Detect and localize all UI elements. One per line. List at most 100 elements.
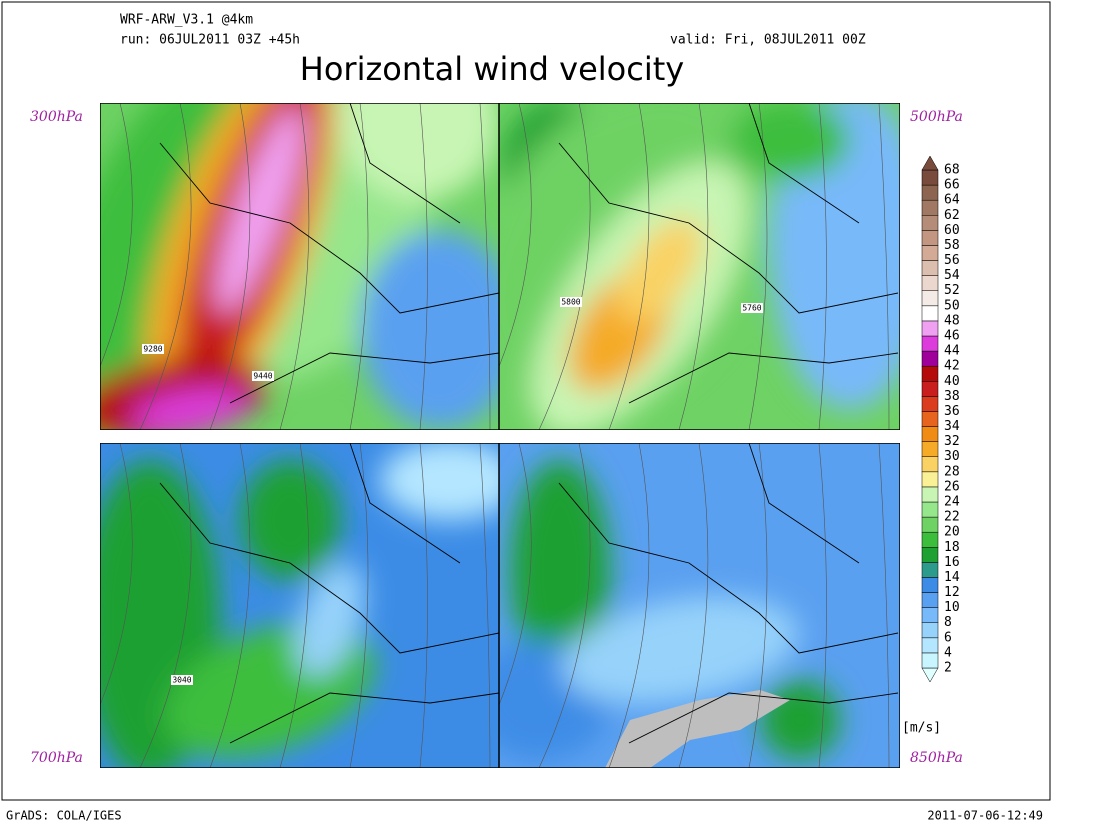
colorbar-box: [921, 381, 939, 397]
contour: [878, 443, 890, 768]
colorbar-label: 26: [944, 479, 960, 494]
wind-area: [240, 460, 340, 580]
colorbar-box: [921, 501, 939, 518]
contour-label: 5800: [561, 298, 580, 307]
colorbar-box: [921, 471, 939, 488]
contour: [139, 103, 192, 430]
colorbar-label: 62: [944, 208, 960, 223]
colorbar-label: 30: [944, 449, 960, 464]
contour: [419, 443, 428, 768]
colorbar-label: 48: [944, 313, 960, 328]
colorbar-label: 42: [944, 359, 960, 374]
model: WRF-ARW_V3.1 @4km: [120, 13, 253, 28]
contour: [479, 443, 491, 768]
contour: [209, 443, 251, 768]
colorbar-box: [921, 396, 939, 412]
colorbar-label: 54: [944, 268, 960, 283]
colorbar-label: 66: [944, 178, 960, 193]
colorbar-box: [921, 592, 939, 608]
colorbar-label: 64: [944, 193, 960, 208]
colorbar-box: [921, 577, 939, 593]
wind-area: [770, 103, 900, 410]
colorbar-box: [921, 562, 939, 578]
maps: [100, 103, 900, 768]
wind-area: [510, 460, 610, 680]
border: [159, 103, 499, 404]
colorbar-label: 58: [944, 238, 960, 253]
wind-area: [561, 596, 799, 704]
contour: [100, 443, 133, 706]
footer-left: GrADS: COLA/IGES: [6, 809, 122, 823]
border: [558, 103, 899, 404]
colorbar-box: [921, 426, 939, 442]
colorbar-label: 28: [944, 464, 960, 479]
colorbar-end: [921, 155, 939, 171]
colorbar-label: 24: [944, 495, 960, 510]
contour: [818, 103, 827, 430]
colorbar-label: 6: [944, 630, 952, 645]
colorbar-label: 56: [944, 253, 960, 268]
wind-area: [340, 103, 499, 200]
colorbar-label: 4: [944, 645, 952, 660]
colorbar-label: 10: [944, 600, 960, 615]
wind-field: [499, 460, 840, 760]
contour: [279, 443, 310, 768]
colorbar-box: [921, 215, 939, 231]
contour: [499, 443, 532, 706]
border: [558, 443, 899, 744]
contour-labels: 9280 9440 5800 5760 3040: [142, 297, 763, 685]
terrain-mask: [605, 690, 790, 768]
contour: [279, 103, 310, 430]
colorbar-label: 14: [944, 570, 960, 585]
wind-area: [360, 230, 499, 430]
colorbar-end: [921, 667, 939, 683]
wind-area: [617, 217, 703, 323]
map-panel: [499, 103, 900, 430]
colorbar-box: [921, 652, 939, 669]
border: [159, 443, 499, 744]
colorbar-label: 46: [944, 329, 960, 344]
colorbar-label: 32: [944, 434, 960, 449]
colorbar-label: 16: [944, 555, 960, 570]
wind-area: [760, 680, 840, 760]
colorbar-box: [921, 547, 939, 563]
map-panel: [499, 443, 900, 768]
level-label: 500hPa: [910, 109, 963, 125]
contour: [608, 103, 650, 430]
wind-area: [295, 562, 365, 678]
colorbar-label: 12: [944, 585, 960, 600]
contour: [818, 443, 827, 768]
level-label: 850hPa: [910, 750, 963, 766]
colorbar-label: 68: [944, 163, 960, 178]
colorbar-label: 44: [944, 344, 960, 359]
contour-label: 3040: [172, 676, 191, 685]
contour: [209, 103, 251, 430]
colorbar-box: [921, 350, 939, 367]
contour: [100, 103, 133, 368]
colorbar-label: 8: [944, 615, 952, 630]
colorbar-label: 18: [944, 540, 960, 555]
contour: [678, 443, 709, 768]
colorbar-box: [921, 320, 939, 337]
map-panel: [100, 443, 499, 768]
colorbar-box: [921, 275, 939, 291]
colorbar-label: 40: [944, 374, 960, 389]
unit: [m/s]: [902, 721, 941, 736]
colorbar-box: [921, 456, 939, 473]
contour-label: 9280: [143, 345, 162, 354]
level-label: 700hPa: [30, 750, 83, 766]
colorbar-box: [921, 486, 939, 503]
colorbar-label: 60: [944, 223, 960, 238]
wind-area: [380, 443, 499, 520]
colorbar-box: [921, 199, 939, 216]
colorbar-label: 34: [944, 419, 960, 434]
colorbar-label: 20: [944, 525, 960, 540]
contour: [479, 103, 491, 430]
contour: [678, 103, 709, 430]
colorbar-box: [921, 290, 939, 307]
colorbar-box: [921, 516, 939, 533]
wind-area: [130, 387, 250, 430]
colorbar-box: [921, 607, 939, 623]
level-label: 300hPa: [30, 109, 83, 125]
